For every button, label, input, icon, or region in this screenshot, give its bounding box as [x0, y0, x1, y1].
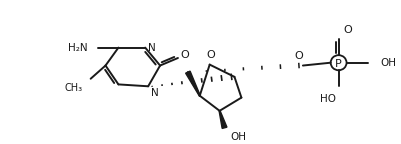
Polygon shape [185, 71, 200, 96]
Text: H₂N: H₂N [68, 43, 87, 53]
Text: OH: OH [230, 132, 246, 142]
Polygon shape [219, 111, 227, 128]
Text: OH: OH [379, 58, 395, 68]
Text: P: P [334, 59, 341, 69]
Text: O: O [294, 51, 303, 61]
Text: CH₃: CH₃ [65, 83, 83, 92]
Text: O: O [180, 50, 189, 60]
Text: O: O [206, 50, 215, 60]
Text: HO: HO [319, 94, 335, 104]
Text: N: N [151, 88, 158, 98]
Text: N: N [148, 43, 156, 53]
Text: O: O [343, 25, 351, 35]
